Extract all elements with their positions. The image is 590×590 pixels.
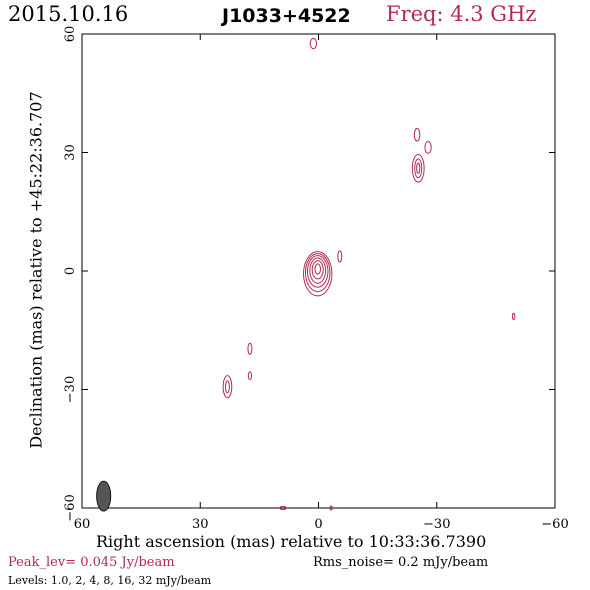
contour-jet-ne-a	[414, 158, 423, 179]
contour-sw-a	[224, 380, 230, 394]
contour-core	[306, 255, 329, 288]
observation-date: 2015.10.16	[8, 2, 129, 26]
y-tick-label: −60	[63, 494, 78, 521]
frequency-label: Freq: 4.3 GHz	[386, 2, 537, 26]
contour-east-blob	[337, 250, 343, 263]
contour-levels: Levels: 1.0, 2, 4, 8, 16, 32 mJy/beam	[8, 574, 212, 587]
contour-north-blob	[309, 37, 318, 50]
contour-jet-ne-b	[413, 127, 421, 142]
contour-bottom-b	[329, 505, 333, 511]
x-tick-label: 60	[74, 517, 91, 532]
plot-frame	[81, 33, 556, 509]
contour-jet-ne-a	[411, 153, 425, 183]
y-tick-label: 60	[63, 26, 78, 43]
contour-sw-c	[247, 371, 252, 381]
contour-core	[304, 253, 331, 293]
source-name: J1033+4522	[222, 5, 351, 27]
y-tick-label: −30	[63, 376, 78, 403]
x-tick-label: −60	[541, 517, 568, 532]
contour-sw-b	[247, 342, 253, 355]
contour-core	[309, 257, 327, 284]
y-axis-label: Declination (mas) relative to +45:22:36.…	[26, 91, 46, 449]
contour-core	[314, 263, 321, 275]
beam-ellipse	[96, 480, 112, 512]
contour-far-west	[511, 312, 516, 321]
x-tick-label: 0	[314, 517, 322, 532]
contour-bottom-a	[279, 505, 287, 511]
y-tick-label: 0	[63, 267, 78, 275]
contour-core	[303, 251, 333, 297]
peak-level: Peak_lev= 0.045 Jy/beam	[8, 555, 175, 570]
x-tick-label: −30	[423, 517, 450, 532]
rms-noise: Rms_noise= 0.2 mJy/beam	[313, 555, 489, 570]
contour-core	[311, 260, 324, 280]
x-tick-label: 30	[192, 517, 209, 532]
contour-jet-ne-a	[416, 162, 421, 174]
x-axis-label: Right ascension (mas) relative to 10:33:…	[96, 532, 487, 551]
contour-sw-a	[222, 375, 233, 399]
y-tick-label: 30	[63, 144, 78, 161]
contour-jet-ne-c	[424, 140, 432, 154]
